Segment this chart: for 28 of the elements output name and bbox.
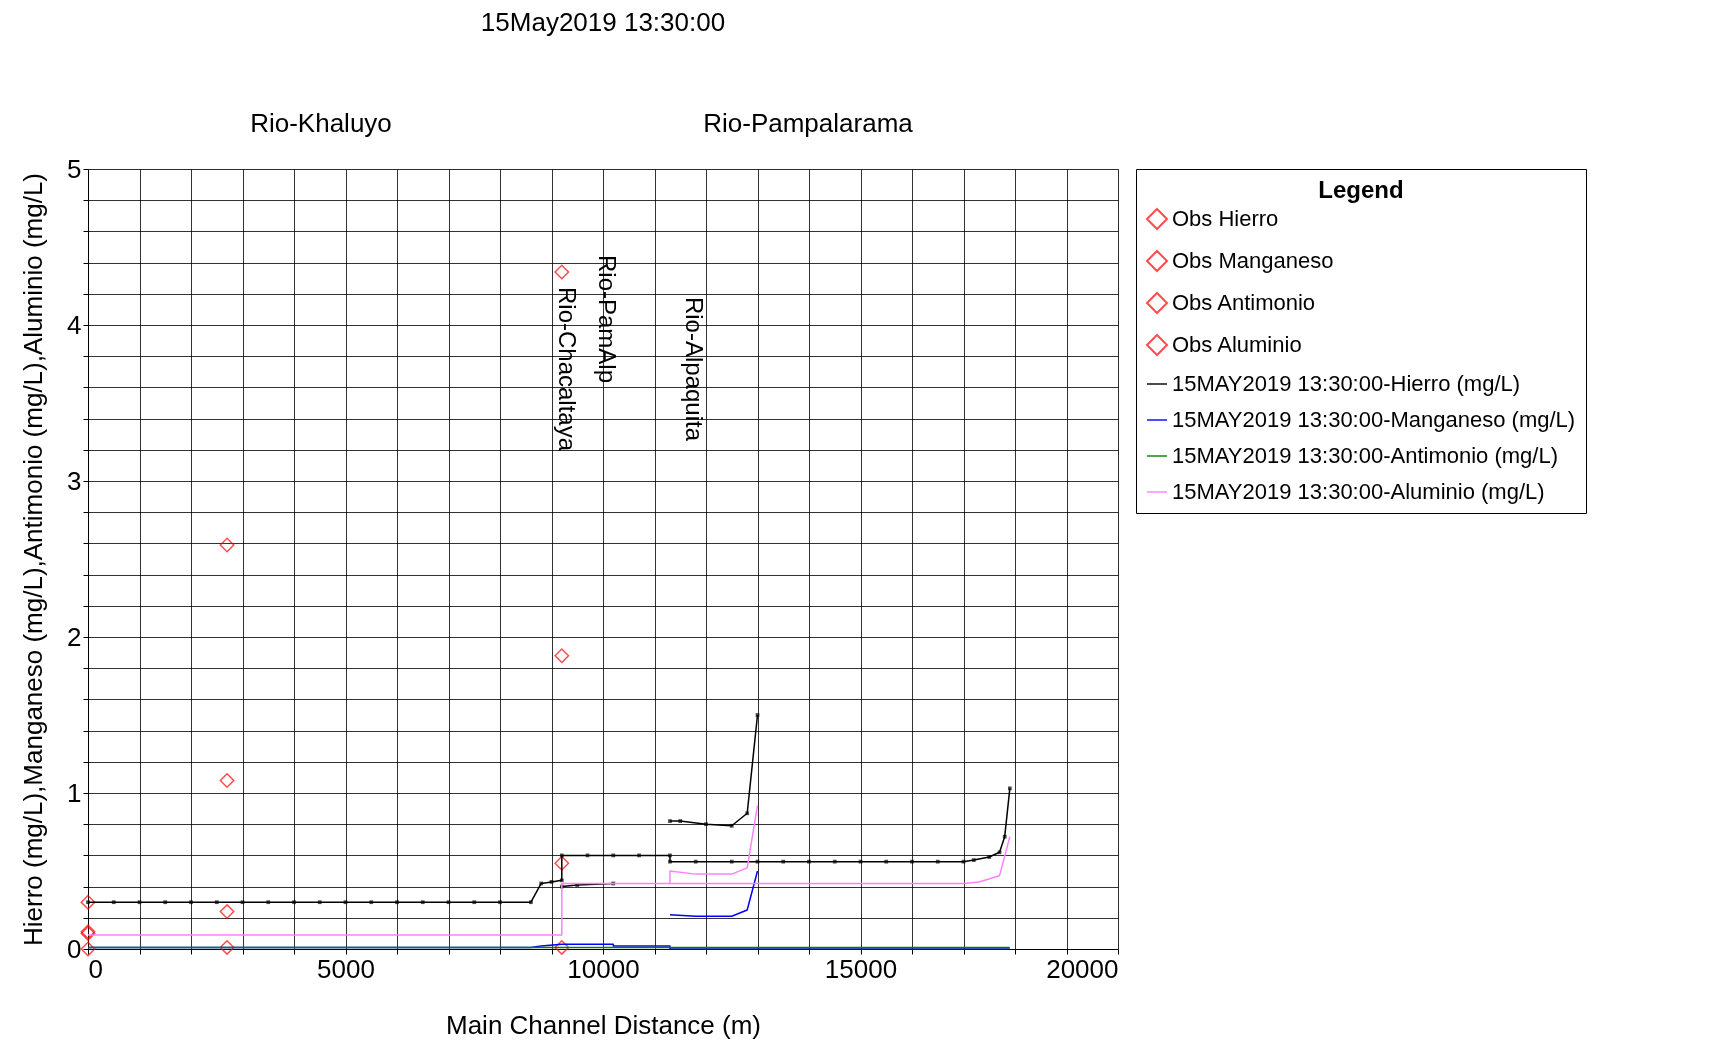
x-tick-label: 5000 <box>317 953 375 984</box>
legend-label: Obs Aluminio <box>1172 332 1302 357</box>
y-tick-label: 2 <box>67 621 82 652</box>
y-axis-title: Hierro (mg/L),Manganeso (mg/L),Antimonio (mg/L),Aluminio (mg/L) <box>18 172 49 947</box>
x-axis-title: Main Channel Distance (m) <box>445 1009 762 1040</box>
legend-label: 15MAY2019 13:30:00-Antimonio (mg/L) <box>1172 443 1559 468</box>
chart-title: 15May2019 13:30:00 <box>480 7 726 37</box>
annotation: Rio-PamAlp <box>594 254 621 384</box>
text: Rio-Pampalarama <box>703 108 914 138</box>
annotation: Rio-Alpaquita <box>681 296 708 442</box>
legend-label: Obs Manganeso <box>1172 248 1334 273</box>
y-tick-label: 4 <box>67 309 82 340</box>
text: Rio-Khaluyo <box>250 108 392 138</box>
annotation: Rio-Chacaltaya <box>554 286 581 452</box>
y-tick-label: 1 <box>67 777 82 808</box>
y-tick-label: 3 <box>67 465 82 496</box>
legend-label: 15MAY2019 13:30:00-Aluminio (mg/L) <box>1172 479 1545 504</box>
legend-label: 15MAY2019 13:30:00-Manganeso (mg/L) <box>1172 407 1576 432</box>
x-tick-label: 15000 <box>824 953 898 984</box>
x-tick-label: 20000 <box>1046 953 1119 984</box>
legend-label: Obs Hierro <box>1172 206 1279 231</box>
legend-label: 15MAY2019 13:30:00-Hierro (mg/L) <box>1172 371 1521 396</box>
y-tick-label: 5 <box>67 153 82 184</box>
legend-title: Legend <box>1318 176 1404 203</box>
legend-label: Obs Antimonio <box>1172 290 1316 315</box>
y-tick-label: 0 <box>67 933 82 964</box>
x-tick-label: 10000 <box>567 953 640 984</box>
x-tick-label: 0 <box>88 953 103 984</box>
